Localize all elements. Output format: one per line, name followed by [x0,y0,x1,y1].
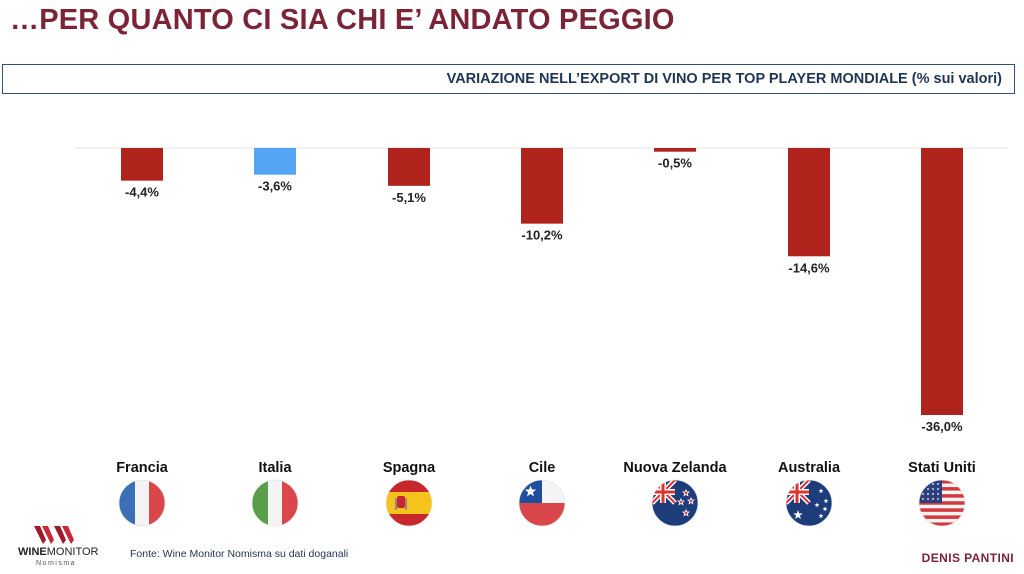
wine-monitor-logo: WINEMONITOR Nomisma [18,526,98,574]
italy-flag-icon [251,479,299,527]
category-label: Spagna [383,460,436,476]
author-name: DENIS PANTINI [921,551,1014,565]
logo-subtext: Nomisma [36,560,77,567]
category-labels-group: Francia Italia Spagna Cile Nuova Zelanda Aust… [116,460,976,476]
data-labels-group: -4,4% -3,6% -5,1% -10,2% -0,5% -14,6% -36,0% [125,156,963,434]
bar-nuova-zelanda [654,148,696,152]
category-label: Nuova Zelanda [623,460,727,476]
chart-subtitle-box: VARIAZIONE NELL’EXPORT DI VINO PER TOP P… [2,64,1015,94]
new-zealand-flag-icon [651,479,699,527]
category-label: Francia [116,460,169,476]
category-label: Cile [529,460,556,476]
flags-group [118,479,966,527]
category-label: Stati Uniti [908,460,976,476]
data-label: -10,2% [521,228,563,243]
page-title: …PER QUANTO CI SIA CHI E’ ANDATO PEGGIO [10,4,675,36]
data-label: -36,0% [921,419,963,434]
bar-australia [788,148,830,257]
data-label: -14,6% [788,260,830,275]
category-label: Italia [258,460,292,476]
spain-flag-icon [385,479,433,527]
usa-flag-icon [918,479,966,527]
data-label: -5,1% [392,190,426,205]
australia-flag-icon [785,479,833,527]
bar-spagna [388,148,430,186]
chile-flag-icon [518,479,566,527]
chart-subtitle: VARIAZIONE NELL’EXPORT DI VINO PER TOP P… [446,71,1002,87]
bars-group [121,148,963,415]
france-flag-icon [118,479,166,527]
logo-wordmark: WINEMONITOR [18,546,99,558]
wine-monitor-logo-mark [34,526,74,544]
source-note: Fonte: Wine Monitor Nomisma su dati doga… [130,548,349,560]
data-label: -4,4% [125,185,159,200]
data-label: -3,6% [258,179,292,194]
data-label: -0,5% [658,156,692,171]
category-label: Australia [778,460,841,476]
bar-chart: -4,4% -3,6% -5,1% -10,2% -0,5% -14,6% -36,0% F… [75,147,1008,527]
bar-francia [121,148,163,181]
bar-italia [254,148,296,175]
bar-stati-uniti [921,148,963,415]
bar-cile [521,148,563,224]
